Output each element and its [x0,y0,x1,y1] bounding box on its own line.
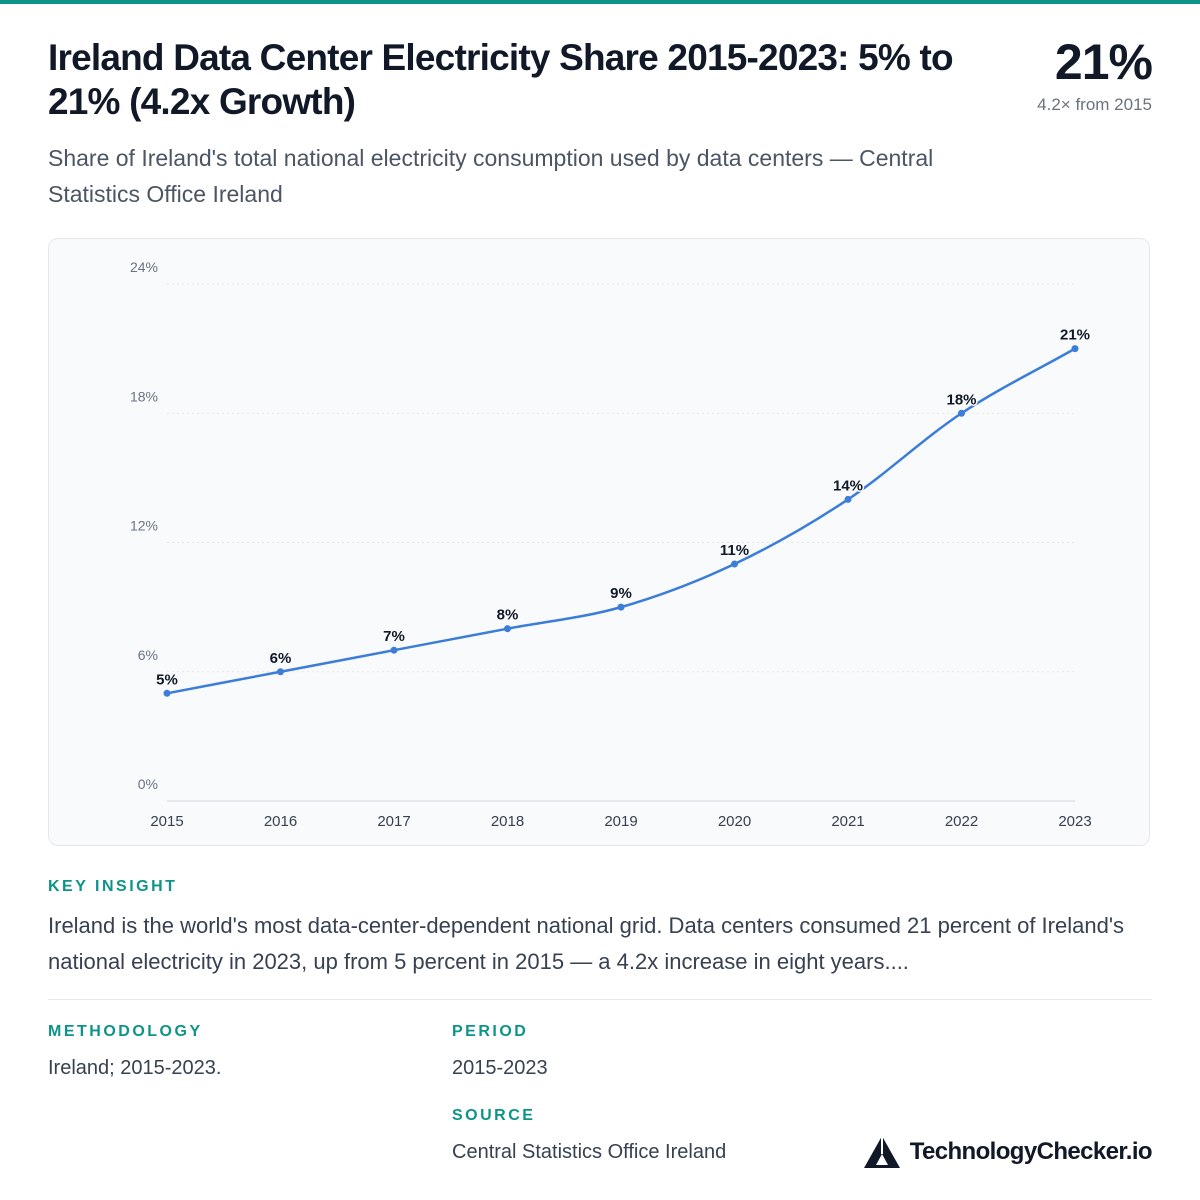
y-tick-label: 0% [138,776,158,792]
x-tick-label: 2017 [377,813,410,830]
data-point [504,625,511,633]
period-label: PERIOD [452,1023,529,1040]
key-insight-text: Ireland is the world's most data-center-… [48,913,1125,974]
x-tick-label: 2020 [718,813,751,830]
source-value: Central Statistics Office Ireland [452,1141,727,1163]
y-tick-label: 6% [138,647,158,663]
y-tick-label: 18% [130,388,158,404]
section-divider [48,999,1152,1000]
data-label: 14% [833,477,863,494]
data-point [1071,345,1079,353]
triangle-logo-icon [863,1136,900,1168]
data-label: 18% [946,391,976,408]
x-tick-label: 2022 [945,813,978,830]
data-point [163,689,171,697]
methodology-value: Ireland; 2015-2023. [48,1057,222,1079]
data-label: 7% [383,628,405,645]
page-title: Ireland Data Center Electricity Share 20… [48,37,954,122]
y-tick-label: 24% [130,259,158,275]
data-point [958,409,965,417]
data-label: 5% [156,671,178,688]
data-point [731,560,738,568]
data-label: 8% [497,607,519,624]
brand-logo: TechnologyChecker.io [863,1136,1153,1168]
y-tick-label: 12% [130,518,158,534]
data-point [390,646,398,654]
top-accent-bar [0,0,1200,4]
key-insight-label: KEY INSIGHT [48,878,178,895]
x-tick-label: 2016 [264,813,297,830]
methodology-label: METHODOLOGY [48,1023,203,1040]
data-label: 6% [270,650,292,667]
kpi-subtext: 4.2× from 2015 [1037,95,1152,114]
data-point [617,603,625,611]
x-tick-label: 2018 [491,813,524,830]
line-chart: 0% 6% 12% 18% 24% 2015 2016 2017 2018 2019 2020 202… [130,259,1092,830]
brand-name: TechnologyChecker.io [909,1138,1153,1165]
data-label: 21% [1060,327,1090,344]
kpi-value: 21% [1054,34,1153,90]
series-line [166,347,1076,695]
data-point [844,495,852,503]
chart-card: 0% 6% 12% 18% 24% 2015 2016 2017 2018 2019 2020 202… [48,238,1150,846]
data-label: 11% [720,542,749,559]
x-tick-label: 2015 [150,813,183,830]
x-tick-label: 2023 [1058,813,1091,830]
data-point [277,668,284,676]
period-value: 2015-2023 [452,1057,548,1079]
x-tick-label: 2021 [831,813,864,830]
source-label: SOURCE [452,1107,536,1124]
x-tick-label: 2019 [604,813,637,830]
page-subtitle: Share of Ireland's total national electr… [48,145,934,207]
data-label: 9% [610,585,632,602]
